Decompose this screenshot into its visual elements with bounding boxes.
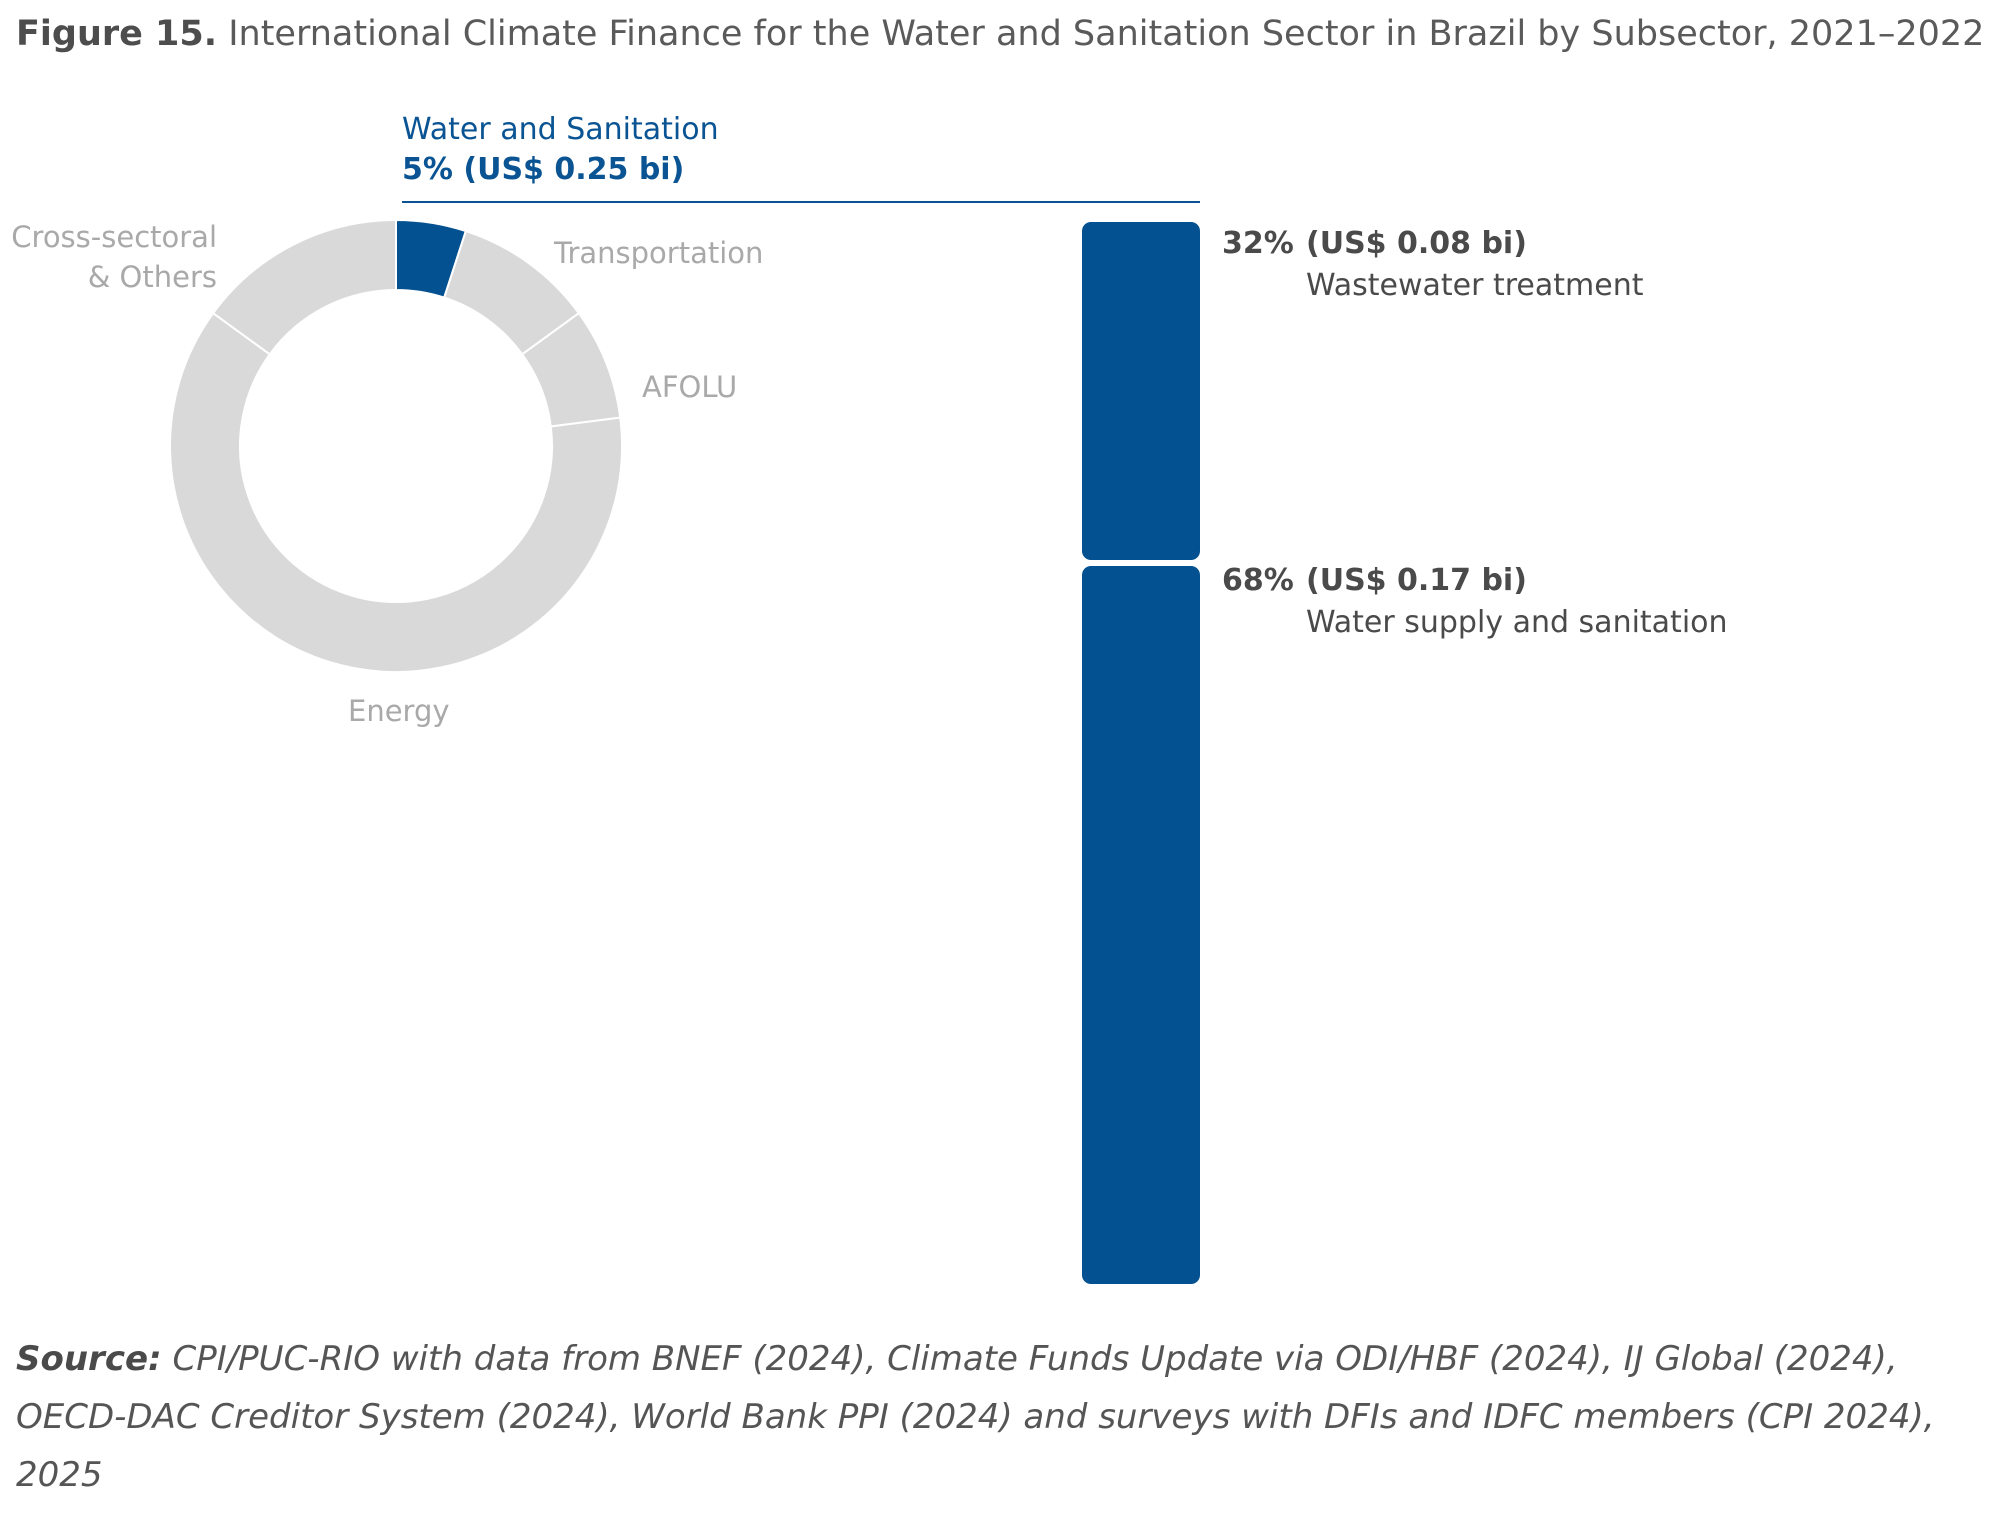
label-afolu: AFOLU — [642, 370, 738, 404]
donut-slice-energy — [169, 311, 623, 673]
label-cross-sectoral-line1: Cross-sectoral — [11, 220, 217, 254]
bar-name-water-supply: Water supply and sanitation — [1306, 605, 1728, 640]
label-cross-sectoral: Cross-sectoral & Others — [11, 217, 217, 297]
callout-sector-value: 5% (US$ 0.25 bi) — [402, 152, 685, 187]
label-energy: Energy — [348, 694, 450, 728]
label-cross-sectoral-line2: & Others — [87, 260, 217, 294]
bar-value-water-supply: (US$ 0.17 bi) — [1306, 563, 1527, 598]
bar-pct-wastewater: 32% — [1222, 226, 1294, 261]
callout-connector-line — [402, 201, 1200, 203]
source-text: CPI/PUC-RIO with data from BNEF (2024), … — [16, 1339, 1935, 1495]
donut-chart — [169, 218, 623, 673]
bar-water-supply-sanitation — [1082, 565, 1200, 1284]
source-label: Source: — [16, 1339, 162, 1379]
figure-label: Figure 15. — [16, 14, 218, 54]
bar-name-wastewater: Wastewater treatment — [1306, 268, 1644, 303]
bar-wastewater-treatment — [1082, 222, 1200, 560]
donut-slice-cross-sectoral-others — [211, 218, 397, 356]
figure-title: Figure 15. International Climate Finance… — [16, 14, 1984, 54]
source-note: Source: CPI/PUC-RIO with data from BNEF … — [16, 1330, 1946, 1504]
label-transportation: Transportation — [554, 236, 764, 270]
bar-value-wastewater: (US$ 0.08 bi) — [1306, 226, 1527, 261]
figure-title-text: International Climate Finance for the Wa… — [228, 14, 1985, 54]
bar-pct-water-supply: 68% — [1222, 563, 1294, 598]
callout-sector-name: Water and Sanitation — [402, 112, 719, 147]
